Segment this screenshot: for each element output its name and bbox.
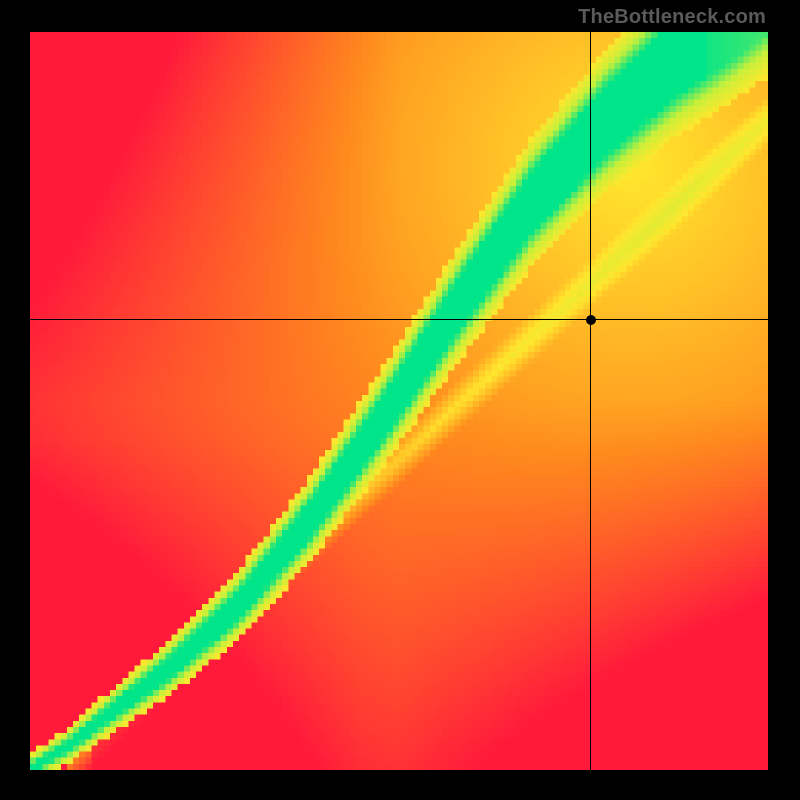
crosshair-vertical <box>590 32 591 770</box>
bottleneck-heatmap <box>30 32 768 770</box>
watermark-text: TheBottleneck.com <box>578 6 766 29</box>
crosshair-marker <box>586 315 596 325</box>
chart-container: TheBottleneck.com <box>0 0 800 800</box>
crosshair-horizontal <box>30 319 768 320</box>
